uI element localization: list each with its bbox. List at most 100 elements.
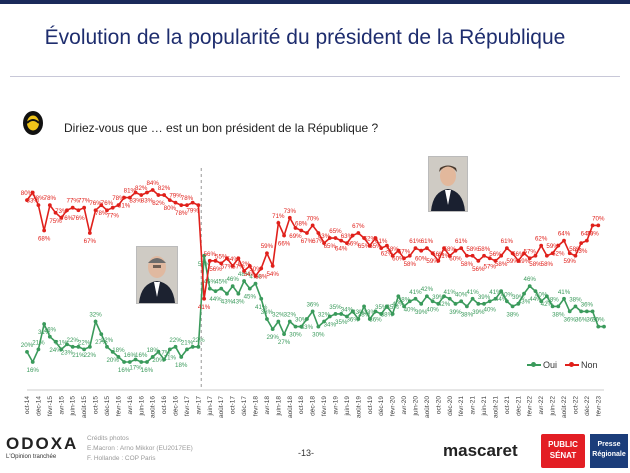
- data-label-non: 54%: [244, 271, 257, 278]
- data-label-oui: 46%: [524, 276, 537, 283]
- data-point-non: [487, 256, 492, 261]
- data-point-non: [93, 208, 98, 213]
- data-label-non: 61%: [375, 238, 388, 245]
- data-point-non: [190, 200, 195, 205]
- data-label-non: 56%: [472, 266, 485, 273]
- data-point-non: [356, 231, 361, 235]
- data-point-oui: [459, 299, 464, 304]
- data-label-oui: 24%: [49, 347, 62, 354]
- odoxa-badge-icon: [23, 111, 43, 135]
- x-tick-label: févr-20: [390, 396, 397, 417]
- data-point-oui: [167, 347, 172, 352]
- data-label-non: 64%: [558, 231, 571, 238]
- data-point-oui: [213, 289, 218, 294]
- x-tick-label: févr-15: [47, 396, 54, 417]
- data-point-oui: [504, 299, 509, 304]
- data-label-non: 56%: [209, 266, 222, 273]
- data-label-oui: 39%: [432, 294, 445, 301]
- x-tick-label: févr-19: [321, 396, 328, 417]
- x-tick-label: août-18: [287, 396, 294, 418]
- data-label-non: 61%: [455, 238, 468, 245]
- data-point-non: [447, 253, 452, 258]
- data-label-oui: 16%: [135, 352, 148, 359]
- data-point-non: [259, 266, 264, 271]
- data-point-oui: [493, 296, 498, 301]
- data-label-oui: 36%: [369, 316, 382, 323]
- data-label-non: 58%: [495, 261, 508, 268]
- data-point-non: [82, 205, 87, 210]
- popularity-line-chart: 20%16%21%31%26%24%21%23%22%21%22%22%32%2…: [21, 168, 606, 418]
- data-label-non: 63%: [318, 233, 331, 240]
- x-tick-label: déc-18: [310, 396, 317, 416]
- x-tick-label: févr-17: [184, 396, 191, 417]
- data-point-oui: [602, 324, 606, 329]
- data-label-oui: 22%: [192, 337, 205, 344]
- data-point-oui: [425, 294, 429, 299]
- data-point-oui: [59, 347, 64, 352]
- data-point-oui: [356, 317, 361, 321]
- data-label-non: 61%: [409, 238, 422, 245]
- data-label-non: 76%: [72, 215, 85, 222]
- data-point-non: [202, 296, 206, 301]
- data-point-non: [253, 274, 258, 278]
- data-point-oui: [179, 355, 184, 359]
- data-point-non: [596, 223, 601, 228]
- data-point-non: [242, 269, 246, 273]
- data-point-non: [327, 236, 332, 240]
- person-icon: [429, 157, 467, 211]
- data-point-non: [47, 203, 52, 208]
- data-label-non: 56%: [512, 251, 525, 258]
- data-label-non: 82%: [152, 200, 165, 207]
- x-tick-label: déc-16: [173, 396, 180, 416]
- title-rule: [10, 76, 620, 77]
- data-point-non: [499, 253, 504, 258]
- data-point-oui: [47, 334, 52, 339]
- data-point-non: [42, 228, 47, 233]
- data-label-oui: 33%: [301, 324, 314, 331]
- data-label-non: 76%: [101, 200, 114, 207]
- data-point-oui: [156, 349, 161, 354]
- legend-item-non: Non: [565, 360, 598, 370]
- data-point-non: [453, 248, 458, 253]
- data-label-oui: 58%: [198, 261, 211, 268]
- data-label-non: 65%: [324, 243, 337, 250]
- data-point-non: [464, 253, 469, 258]
- data-point-oui: [190, 344, 195, 349]
- data-point-oui: [150, 355, 155, 359]
- data-label-oui: 43%: [221, 299, 234, 306]
- data-point-oui: [139, 360, 144, 364]
- data-label-non: 79%: [186, 208, 199, 215]
- data-point-non: [167, 198, 172, 203]
- data-label-non: 62%: [381, 251, 394, 258]
- data-point-non: [556, 243, 561, 248]
- x-tick-label: juin-19: [344, 396, 351, 417]
- data-label-non: 68%: [38, 235, 51, 242]
- data-label-oui: 32%: [272, 312, 285, 319]
- data-label-oui: 16%: [27, 367, 40, 374]
- data-label-oui: 36%: [306, 301, 319, 308]
- data-point-non: [367, 243, 372, 248]
- data-point-non: [87, 231, 92, 235]
- data-label-non: 57%: [524, 248, 537, 255]
- data-label-non: 73%: [55, 208, 68, 215]
- data-point-non: [436, 258, 441, 263]
- data-label-non: 59%: [564, 258, 577, 265]
- data-point-non: [527, 256, 532, 261]
- data-point-non: [362, 236, 366, 240]
- x-tick-label: avr-19: [332, 396, 339, 415]
- data-label-oui: 22%: [84, 352, 97, 359]
- data-label-oui: 33%: [364, 309, 377, 316]
- x-tick-label: août-22: [561, 396, 568, 418]
- data-label-non: 62%: [535, 236, 548, 243]
- x-tick-label: août-16: [150, 396, 157, 418]
- data-point-non: [407, 253, 412, 258]
- data-point-oui: [265, 317, 269, 321]
- data-point-oui: [242, 279, 246, 283]
- data-point-oui: [270, 327, 275, 332]
- data-point-oui: [402, 304, 406, 309]
- data-point-oui: [533, 289, 538, 294]
- data-label-non: 83%: [141, 198, 154, 205]
- data-point-oui: [127, 360, 132, 364]
- x-tick-label: oct-20: [435, 396, 442, 414]
- data-point-oui: [76, 344, 81, 349]
